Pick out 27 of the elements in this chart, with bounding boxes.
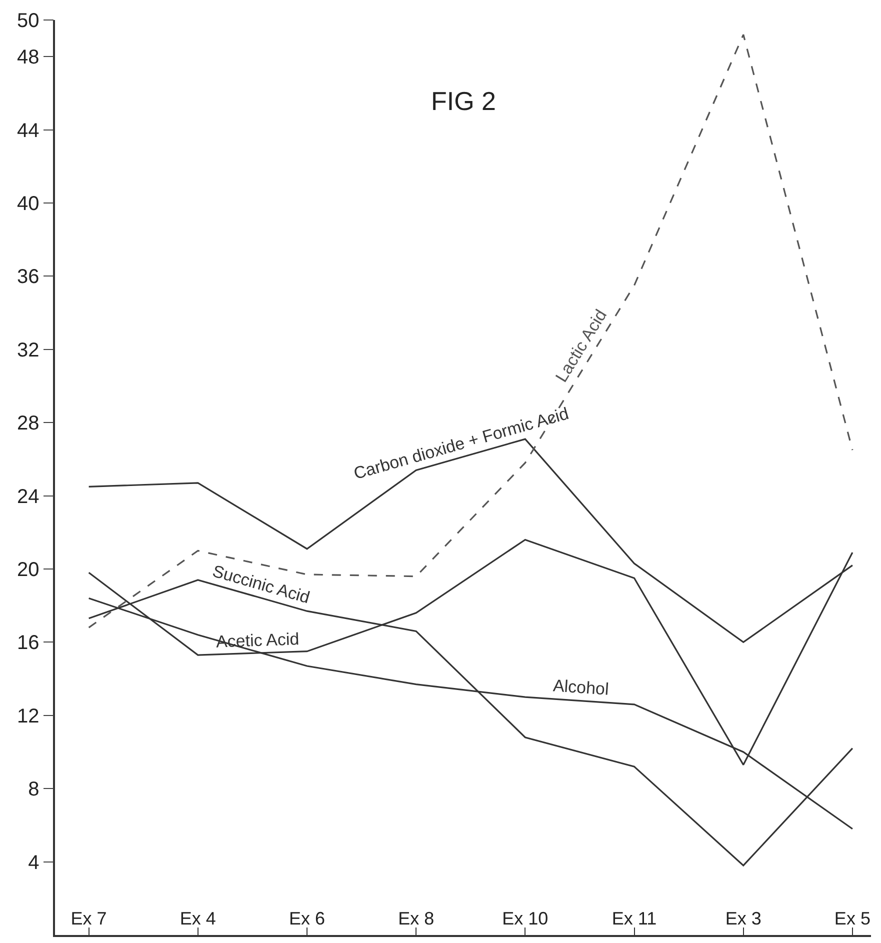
line-series <box>88 34 854 628</box>
text: Carbon dioxide + Formic Acid <box>352 404 571 484</box>
y-tick-label: 28 <box>17 412 40 435</box>
x-tick-label: Ex 3 <box>725 908 762 928</box>
text: Succinic Acid <box>210 562 312 608</box>
y-tick-label: 24 <box>17 486 40 508</box>
y-tick-label: 8 <box>28 778 40 801</box>
x-tick-label: Ex 7 <box>70 908 107 928</box>
text: FIG 2 <box>431 86 496 116</box>
y-tick-label: 20 <box>17 559 40 581</box>
series-label: Alcohol <box>552 676 610 699</box>
x-tick-label: Ex 4 <box>180 908 216 928</box>
y-tick-label: 16 <box>17 632 40 654</box>
y-tick-label: 36 <box>17 266 40 288</box>
y-tick-label: 48 <box>17 46 40 69</box>
x-tick-label: Ex 5 <box>834 908 870 928</box>
x-tick-label: Ex 6 <box>288 908 326 928</box>
x-tick-label: Ex 10 <box>502 908 548 928</box>
x-tick-label: Ex 11 <box>612 908 657 928</box>
y-tick-label: 50 <box>17 10 40 32</box>
y-tick-label: 40 <box>17 193 40 215</box>
series-label: Acetic Acid <box>216 630 300 652</box>
y-tick-label: 44 <box>17 120 40 142</box>
y-tick-label: 32 <box>17 339 40 362</box>
y-tick-label: 12 <box>17 705 40 728</box>
y-tick-label: 4 <box>28 852 40 874</box>
x-tick-label: Ex 8 <box>398 908 434 928</box>
